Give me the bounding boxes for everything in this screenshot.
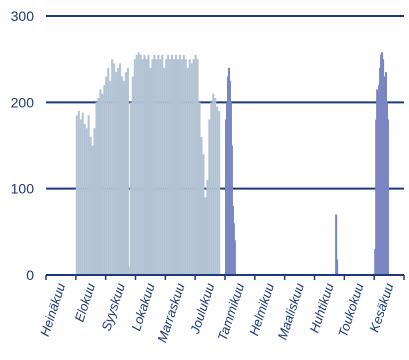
x-tick-label-6: Tammikuu xyxy=(215,281,248,342)
bar-s0-d85 xyxy=(159,59,162,275)
bar-s0-d14 xyxy=(89,136,92,275)
bar-s0-d18 xyxy=(93,128,96,275)
bar-s0-d44 xyxy=(119,63,122,275)
x-tick-label-4: Marraskuu xyxy=(154,281,187,344)
bar-s0-d24 xyxy=(99,89,102,275)
bar-s0-d63 xyxy=(137,52,140,276)
bar-s0-d28 xyxy=(103,85,106,275)
bar-s0-d69 xyxy=(143,54,146,275)
bar-s0-d133 xyxy=(206,180,209,275)
bar-s0-d97 xyxy=(171,54,174,275)
bar-s0-d34 xyxy=(109,80,112,275)
bar-s0-d12 xyxy=(87,115,90,276)
bar-s0-d48 xyxy=(122,80,125,275)
bar-s0-d65 xyxy=(139,54,142,275)
x-tick-label-11: Kesäkuu xyxy=(367,281,397,334)
bar-s2-d0 xyxy=(335,214,338,275)
y-tick-label-100: 100 xyxy=(11,181,35,197)
bar-s0-d87 xyxy=(161,54,164,275)
bar-s0-d16 xyxy=(91,145,94,275)
bar-s0-d135 xyxy=(208,119,211,275)
bar-s0-d139 xyxy=(212,93,215,275)
bar-s0-d26 xyxy=(101,93,104,275)
bar-s0-d57 xyxy=(131,76,134,275)
y-tick-label-200: 200 xyxy=(11,94,35,110)
bar-s0-d4 xyxy=(79,119,82,275)
bar-s0-d91 xyxy=(165,59,168,275)
bar-s0-d125 xyxy=(198,102,201,275)
bar-s0-d103 xyxy=(176,59,179,275)
bar-s0-d95 xyxy=(169,59,172,275)
bar-s0-d107 xyxy=(180,59,183,275)
bar-s0-d30 xyxy=(105,76,108,275)
bar-s0-d2 xyxy=(77,110,80,275)
baseline xyxy=(45,274,405,280)
bar-s3-d13 xyxy=(386,119,389,275)
bar-s0-d0 xyxy=(75,115,78,276)
bar-s0-d109 xyxy=(182,54,185,275)
bar-s0-d93 xyxy=(167,54,170,275)
bar-s0-d6 xyxy=(81,112,84,276)
bar-s0-d117 xyxy=(190,63,193,275)
bar-s0-d42 xyxy=(117,67,120,275)
bar-s0-d52 xyxy=(126,67,129,275)
bar-s0-d129 xyxy=(202,154,205,275)
bar-s0-d83 xyxy=(157,54,160,275)
bar-s0-d10 xyxy=(85,128,88,275)
bar-s0-d71 xyxy=(145,59,148,275)
bar-s0-d79 xyxy=(153,54,156,275)
bar-s0-d137 xyxy=(210,102,213,275)
bar-s0-d38 xyxy=(113,63,116,275)
bar-s0-d59 xyxy=(133,59,136,275)
bar-s0-d99 xyxy=(172,59,176,275)
bar-s0-d50 xyxy=(124,72,127,275)
bar-s0-d73 xyxy=(147,54,150,275)
x-tick-label-1: Elokuu xyxy=(72,281,99,323)
bar-s0-d75 xyxy=(149,67,152,275)
y-tick-labels: 0 100 200 300 xyxy=(11,8,35,283)
bar-s0-d67 xyxy=(141,59,144,275)
bar-s0-d113 xyxy=(186,67,189,275)
bar-s0-d89 xyxy=(163,67,166,275)
bar-s0-d127 xyxy=(200,136,203,275)
bar-s0-d115 xyxy=(188,59,191,275)
bar-s2-d1 xyxy=(336,259,339,275)
bar-s0-d111 xyxy=(184,59,187,275)
x-tick-label-8: Maaliskuu xyxy=(275,281,307,341)
x-tick-label-2: Syyskuu xyxy=(98,281,127,332)
bar-s0-d40 xyxy=(115,72,118,275)
bar-s0-d81 xyxy=(155,59,158,275)
x-tick-label-3: Lokakuu xyxy=(128,281,157,332)
y-tick-label-300: 300 xyxy=(11,8,35,24)
bar-s0-d55 xyxy=(129,102,132,275)
bar-s0-d123 xyxy=(196,59,199,275)
bar-s0-d46 xyxy=(120,76,124,275)
bar-s1-d9 xyxy=(233,240,236,275)
x-tick-label-7: Helmikuu xyxy=(246,281,277,337)
bar-s0-d121 xyxy=(194,54,197,275)
x-tick-label-0: Heinäkuu xyxy=(37,281,68,338)
bar-s0-d8 xyxy=(83,123,86,276)
bar-s0-d77 xyxy=(151,59,154,275)
bar-s0-d143 xyxy=(216,106,219,276)
bar-s0-d53 xyxy=(127,266,130,275)
bar-s0-d61 xyxy=(135,54,138,275)
bar-s0-d145 xyxy=(218,110,221,275)
bar-s0-d105 xyxy=(178,54,181,275)
bar-s0-d20 xyxy=(95,102,98,275)
bar-s0-d131 xyxy=(204,197,207,275)
y-tick-label-0: 0 xyxy=(26,267,34,283)
bar-s0-d119 xyxy=(192,59,195,275)
bar-s0-d22 xyxy=(97,98,100,276)
bar-s0-d101 xyxy=(174,54,178,275)
bar-s0-d32 xyxy=(107,67,110,275)
bar-s0-d36 xyxy=(111,59,114,275)
x-tick-label-9: Huhtikuu xyxy=(307,281,337,334)
x-tick-label-5: Joulukuu xyxy=(187,281,218,336)
data-bars xyxy=(75,52,389,276)
bar-s0-d141 xyxy=(214,98,217,276)
x-tick-label-10: Toukokuu xyxy=(335,281,367,339)
